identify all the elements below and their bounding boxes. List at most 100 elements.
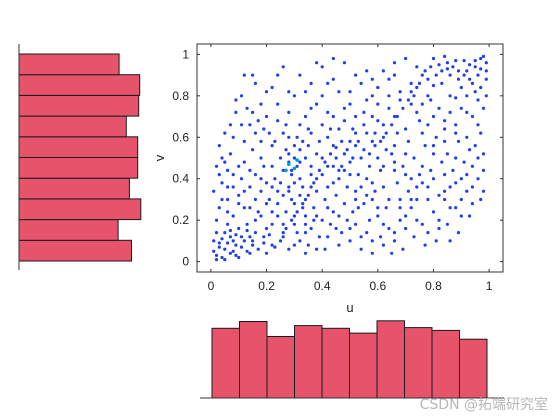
x-tick-label: 0.8 [425, 279, 442, 293]
scatter-point [404, 127, 408, 131]
scatter-point [320, 94, 324, 98]
scatter-point [309, 106, 313, 110]
scatter-point [431, 56, 436, 61]
scatter-point [470, 81, 474, 85]
scatter-point [370, 251, 374, 255]
scatter-point [287, 247, 291, 251]
scatter-point [426, 197, 430, 202]
scatter-point [331, 210, 335, 214]
scatter-point [337, 168, 341, 172]
scatter-point [481, 54, 486, 59]
scatter-point [223, 231, 227, 235]
scatter-point [251, 110, 255, 114]
scatter-point [384, 131, 388, 135]
x-tick-label: 1 [486, 279, 493, 293]
u-histogram-bars [211, 320, 488, 399]
scatter-point [342, 152, 346, 156]
scatter-point [404, 56, 408, 61]
scatter-point [437, 106, 441, 110]
y-tick-label: 0.2 [172, 213, 189, 227]
scatter-point [290, 218, 294, 222]
scatter-point [259, 214, 263, 218]
scatter-point [287, 152, 291, 156]
scatter-point [312, 181, 316, 185]
scatter-point [392, 144, 397, 148]
scatter-point [454, 96, 458, 100]
scatter-point [295, 164, 299, 168]
scatter-point [412, 235, 416, 239]
scatter-point [423, 144, 427, 148]
scatter-point [242, 239, 246, 243]
scatter-point [223, 258, 227, 262]
scatter-point [212, 189, 216, 193]
scatter-point [256, 247, 260, 251]
scatter-point [370, 197, 374, 202]
scatter-point [404, 152, 408, 156]
u-histogram-bar [404, 327, 433, 399]
scatter-point [315, 214, 319, 218]
scatter-point [245, 249, 249, 253]
scatter-point [281, 168, 285, 172]
scatter-point [420, 181, 424, 185]
scatter-point [451, 65, 455, 69]
scatter-point [264, 181, 269, 185]
scatter-point [228, 235, 232, 239]
scatter-point [398, 197, 402, 202]
scatter-point [287, 189, 291, 193]
scatter-point [223, 160, 227, 164]
scatter-point [415, 85, 419, 90]
scatter-point [276, 214, 280, 218]
scatter-point [476, 156, 480, 160]
scatter-point [376, 102, 380, 106]
scatter-point [251, 73, 255, 77]
scatter-point [417, 119, 422, 123]
scatter-point [309, 173, 313, 177]
scatter-point [220, 181, 224, 185]
scatter-point [220, 255, 224, 260]
scatter-point [259, 156, 263, 160]
scatter-point [470, 164, 474, 168]
scatter-point [231, 135, 235, 139]
scatter-point [479, 197, 483, 202]
scatter-point [443, 197, 447, 202]
scatter-point [370, 77, 374, 81]
scatter-point [348, 139, 352, 143]
scatter-point [376, 119, 380, 123]
scatter-point [431, 210, 436, 214]
scatter-point [434, 135, 438, 139]
scatter-point [381, 69, 385, 73]
scatter-point [264, 90, 269, 94]
scatter-point [331, 164, 335, 168]
scatter-point [431, 114, 436, 119]
v-histogram-bar [18, 115, 127, 138]
v-histogram-bar [18, 94, 140, 117]
scatter-point [356, 173, 360, 177]
scatter-point [387, 197, 391, 202]
scatter-point [262, 127, 266, 131]
scatter-point [239, 235, 244, 239]
scatter-point [281, 235, 285, 239]
scatter-point [312, 206, 316, 210]
scatter-point [231, 249, 235, 253]
scatter-point [331, 144, 335, 148]
scatter-point [259, 102, 263, 106]
scatter-point [217, 245, 221, 249]
scatter-point [237, 226, 241, 231]
scatter-point [320, 123, 324, 127]
scatter-point [404, 214, 408, 218]
scatter-point [248, 123, 252, 127]
scatter-point [376, 214, 380, 218]
scatter-point [315, 61, 319, 65]
scatter-point [292, 222, 296, 226]
scatter-point [317, 139, 321, 143]
scatter-point [351, 127, 355, 131]
scatter-y-ticks: 0 0.2 0.4 0.6 0.8 1 [172, 47, 503, 269]
scatter-point [462, 73, 466, 77]
scatter-point [448, 73, 452, 77]
scatter-point [320, 173, 324, 177]
scatter-point [370, 139, 374, 143]
scatter-point [284, 226, 288, 231]
scatter-point [392, 231, 397, 235]
scatter-point [320, 156, 324, 160]
scatter-point [354, 197, 358, 202]
